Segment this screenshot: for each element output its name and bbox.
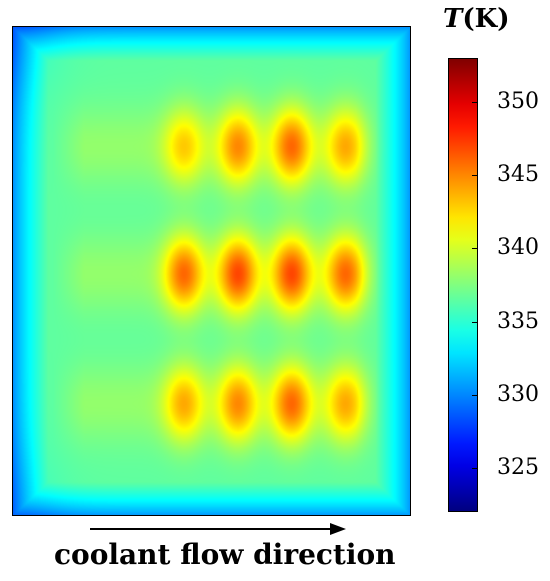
colorbar-tick-mark: [472, 321, 478, 323]
colorbar-tick-mark: [472, 394, 478, 396]
temperature-symbol: T: [443, 4, 463, 34]
colorbar-tick-label: 340: [497, 235, 539, 261]
colorbar-tick-label: 345: [497, 162, 539, 188]
temperature-heatmap: [12, 26, 411, 516]
colorbar-tick-label: 350: [497, 88, 539, 114]
colorbar-title: T(K): [443, 4, 510, 34]
colorbar-tick-mark: [472, 468, 478, 470]
colorbar-tick-label: 330: [497, 381, 539, 407]
flow-arrow-icon: [90, 523, 346, 535]
flow-direction-label: coolant flow direction: [54, 538, 396, 571]
colorbar-tick-label: 335: [497, 308, 539, 334]
heatmap-canvas: [12, 26, 411, 516]
colorbar-tick-mark: [472, 175, 478, 177]
colorbar-tick-mark: [472, 101, 478, 103]
colorbar-tick-mark: [472, 248, 478, 250]
temperature-unit: (K): [462, 4, 510, 34]
colorbar: [448, 58, 478, 512]
colorbar-tick-label: 325: [497, 455, 539, 481]
